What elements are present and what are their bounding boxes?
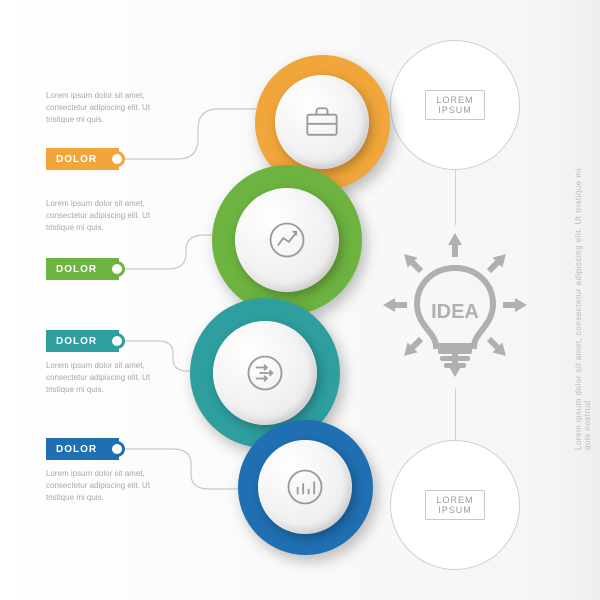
tag-2: DOLOR: [46, 258, 119, 280]
infographic-canvas: Lorem ipsum dolor sit amet, consectetur …: [0, 0, 600, 600]
tag-3: DOLOR: [46, 330, 119, 352]
outline-circle-top: LOREM IPSUM: [390, 40, 520, 170]
desc-4: Lorem ipsum dolor sit amet, consectetur …: [46, 468, 176, 504]
outline-label: LOREM IPSUM: [425, 90, 484, 120]
side-caption: Lorem ipsum dolor sit amet, consectetur …: [574, 150, 592, 450]
connector-line-top: [455, 170, 456, 225]
tag-1: DOLOR: [46, 148, 119, 170]
outline-label: LOREM IPSUM: [425, 490, 484, 520]
tag-4: DOLOR: [46, 438, 119, 460]
outline-circle-bottom: LOREM IPSUM: [390, 440, 520, 570]
arrows-icon: [243, 351, 287, 395]
tag-label: DOLOR: [56, 154, 97, 165]
tag-label: DOLOR: [56, 336, 97, 347]
idea-text: IDEA: [431, 301, 479, 323]
bars-icon: [283, 465, 327, 509]
connector-line-bottom: [455, 388, 456, 443]
ring-4: [238, 420, 373, 555]
desc-1: Lorem ipsum dolor sit amet, consectetur …: [46, 90, 176, 126]
tag-label: DOLOR: [56, 264, 97, 275]
trend-icon: [265, 218, 309, 262]
desc-2: Lorem ipsum dolor sit amet, consectetur …: [46, 198, 176, 234]
ring-2: [212, 165, 362, 315]
tag-label: DOLOR: [56, 444, 97, 455]
idea-bulb: IDEA: [370, 220, 540, 390]
desc-3: Lorem ipsum dolor sit amet, consectetur …: [46, 360, 176, 396]
briefcase-icon: [300, 100, 344, 144]
